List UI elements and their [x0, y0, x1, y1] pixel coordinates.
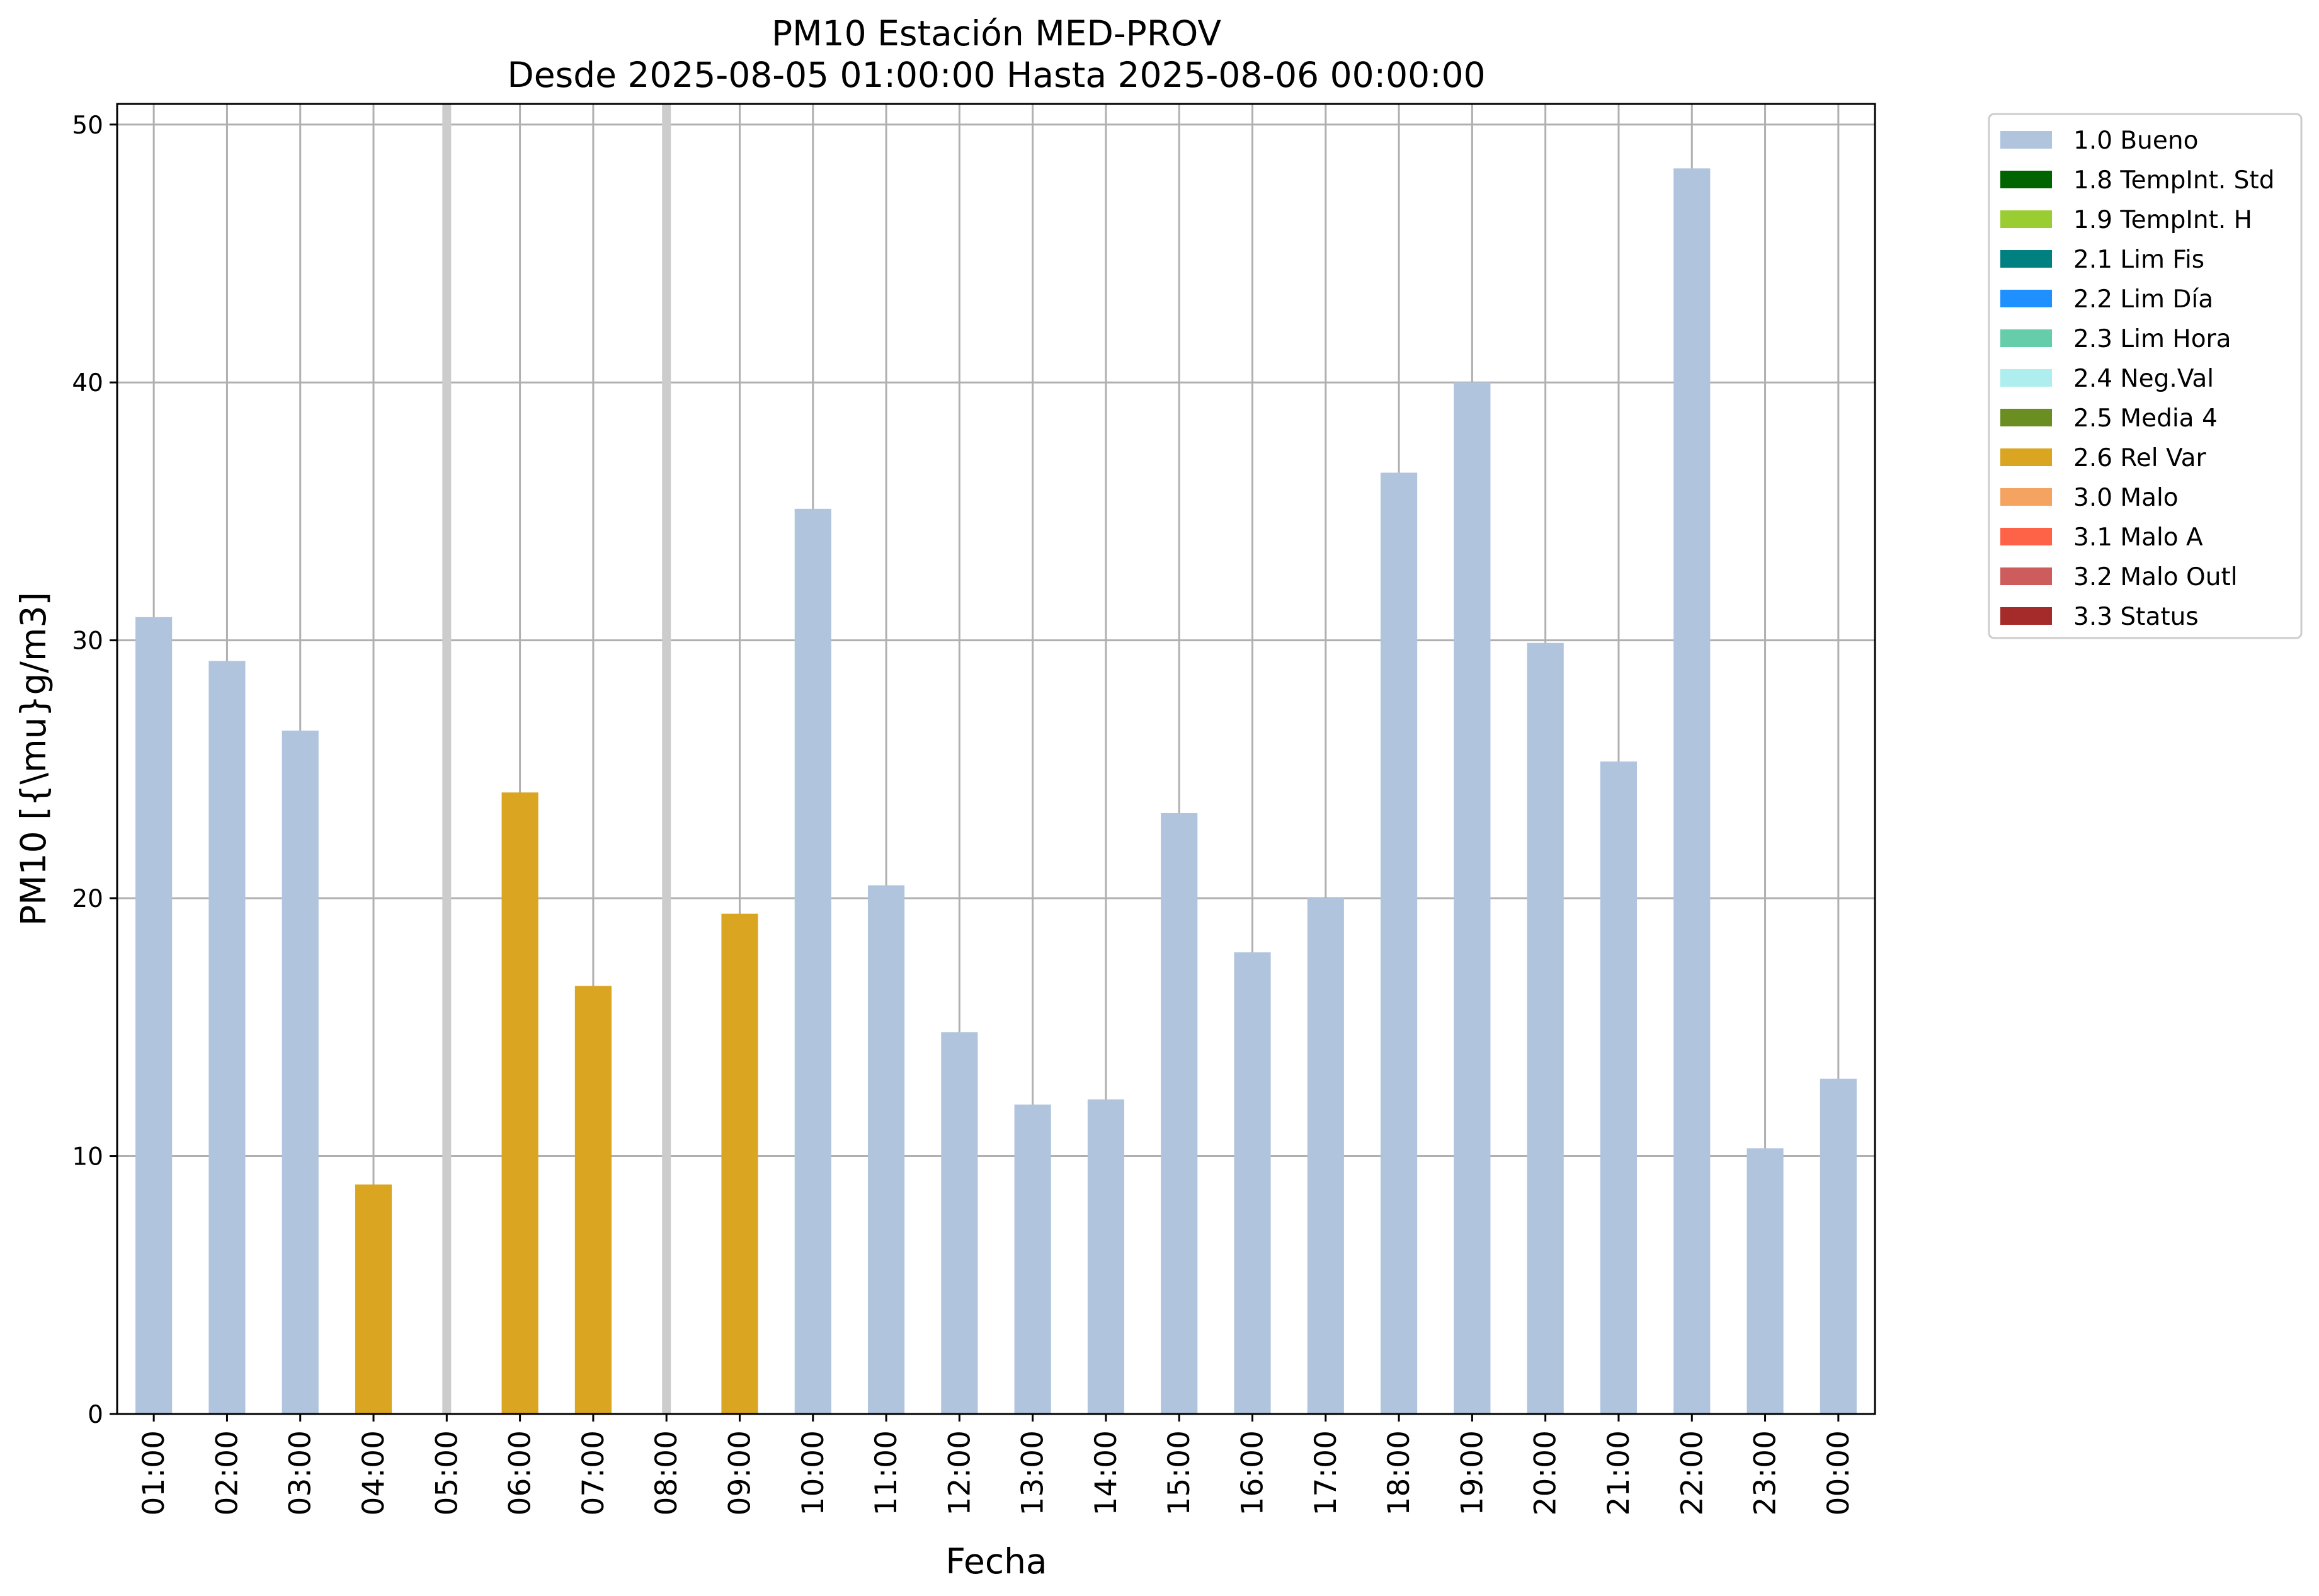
legend: 1.0 Bueno 1.8 TempInt. Std 1.9 TempInt. H 2… [1988, 113, 2303, 639]
bar-0400 [355, 1184, 392, 1414]
legend-frame [1988, 113, 2303, 639]
legend-swatch [2000, 210, 2052, 228]
x-axis-title: Fecha [945, 1541, 1047, 1582]
x-tick-label: 11:00 [869, 1430, 904, 1515]
legend-label: 3.3 Status [2073, 603, 2199, 631]
bar-1700 [1307, 898, 1344, 1414]
chart-title-line2: Desde 2025-08-05 01:00:00 Hasta 2025-08-… [507, 55, 1485, 95]
x-tick-label: 04:00 [356, 1430, 391, 1515]
bar-0700 [574, 986, 612, 1414]
bar-1600 [1234, 952, 1271, 1414]
x-tick-label: 22:00 [1675, 1430, 1709, 1515]
bar-0900 [721, 913, 758, 1414]
bar-2100 [1600, 761, 1638, 1414]
bar-2000 [1527, 642, 1564, 1414]
bar-0100 [135, 617, 173, 1414]
legend-swatch [2000, 131, 2052, 149]
legend-label: 3.0 Malo [2073, 484, 2179, 512]
legend-label: 2.6 Rel Var [2073, 444, 2207, 472]
bar-1100 [867, 885, 905, 1414]
legend-swatch [2000, 488, 2052, 506]
y-axis: 0 10 20 30 40 50 [72, 111, 117, 1429]
y-tick-label: 10 [72, 1143, 103, 1171]
legend-label: 3.1 Malo A [2073, 523, 2203, 552]
x-tick-label: 01:00 [137, 1430, 171, 1515]
legend-swatch [2000, 290, 2052, 307]
y-tick-label: 50 [72, 111, 103, 140]
bar-2200 [1673, 168, 1711, 1415]
bar-2300 [1746, 1148, 1784, 1414]
x-tick-label: 21:00 [1602, 1430, 1636, 1515]
missing-data-marker [442, 104, 452, 1414]
x-tick-label: 08:00 [649, 1430, 684, 1515]
bar-1500 [1161, 812, 1198, 1414]
x-tick-label: 03:00 [283, 1430, 318, 1515]
legend-label: 2.5 Media 4 [2073, 404, 2218, 433]
legend-label: 1.0 Bueno [2073, 127, 2198, 155]
plot-area-frame [116, 103, 1876, 1415]
legend-swatch [2000, 369, 2052, 387]
x-tick-label: 16:00 [1236, 1430, 1270, 1515]
x-tick-label: 17:00 [1309, 1430, 1343, 1515]
legend-label: 2.3 Lim Hora [2073, 325, 2231, 353]
x-axis: 01:00 02:00 03:00 04:00 05:00 06:00 07:00 08:00… [137, 1414, 1856, 1515]
legend-swatch [2000, 448, 2052, 466]
legend-swatch [2000, 607, 2052, 625]
missing-data-marker [662, 104, 671, 1414]
bar-1200 [941, 1032, 978, 1414]
x-tick-label: 02:00 [210, 1430, 244, 1515]
x-tick-label: 23:00 [1748, 1430, 1783, 1515]
x-tick-label: 09:00 [722, 1430, 757, 1515]
x-tick-label: 20:00 [1529, 1430, 1563, 1515]
x-tick-label: 00:00 [1821, 1430, 1856, 1515]
legend-label: 1.8 TempInt. Std [2073, 166, 2274, 195]
y-tick-label: 0 [88, 1401, 103, 1429]
bar-0200 [208, 661, 246, 1414]
legend-label: 1.9 TempInt. H [2073, 206, 2252, 234]
bar-0000 [1820, 1078, 1857, 1414]
legend-swatch [2000, 409, 2052, 426]
x-tick-label: 07:00 [576, 1430, 611, 1515]
bar-0600 [501, 792, 538, 1414]
x-tick-label: 06:00 [503, 1430, 538, 1515]
bar-1000 [794, 508, 831, 1414]
x-tick-label: 12:00 [942, 1430, 977, 1515]
bar-1900 [1454, 382, 1491, 1414]
legend-swatch [2000, 528, 2052, 545]
legend-label: 2.4 Neg.Val [2073, 365, 2214, 393]
bar-1400 [1087, 1099, 1125, 1414]
x-tick-label: 10:00 [796, 1430, 831, 1515]
bar-0300 [282, 730, 319, 1414]
legend-label: 3.2 Malo Outl [2073, 563, 2238, 591]
x-tick-label: 14:00 [1089, 1430, 1124, 1515]
legend-label: 2.1 Lim Fis [2073, 246, 2204, 274]
y-tick-label: 40 [72, 369, 103, 397]
y-axis-title: PM10 [{\mu}g/m3] [13, 592, 54, 926]
legend-swatch [2000, 329, 2052, 347]
legend-label: 2.2 Lim Día [2073, 285, 2213, 314]
bar-1800 [1381, 472, 1418, 1414]
x-tick-label: 13:00 [1016, 1430, 1051, 1515]
x-tick-label: 15:00 [1162, 1430, 1197, 1515]
bars [135, 168, 1857, 1415]
y-tick-label: 30 [72, 627, 103, 656]
x-tick-label: 19:00 [1455, 1430, 1490, 1515]
legend-swatch [2000, 250, 2052, 268]
x-tick-label: 05:00 [430, 1430, 464, 1515]
legend-swatch [2000, 567, 2052, 585]
chart-title-line1: PM10 Estación MED-PROV [772, 13, 1221, 54]
legend-swatch [2000, 171, 2052, 188]
x-tick-label: 18:00 [1382, 1430, 1416, 1515]
y-tick-label: 20 [72, 885, 103, 913]
bar-1300 [1014, 1104, 1051, 1414]
